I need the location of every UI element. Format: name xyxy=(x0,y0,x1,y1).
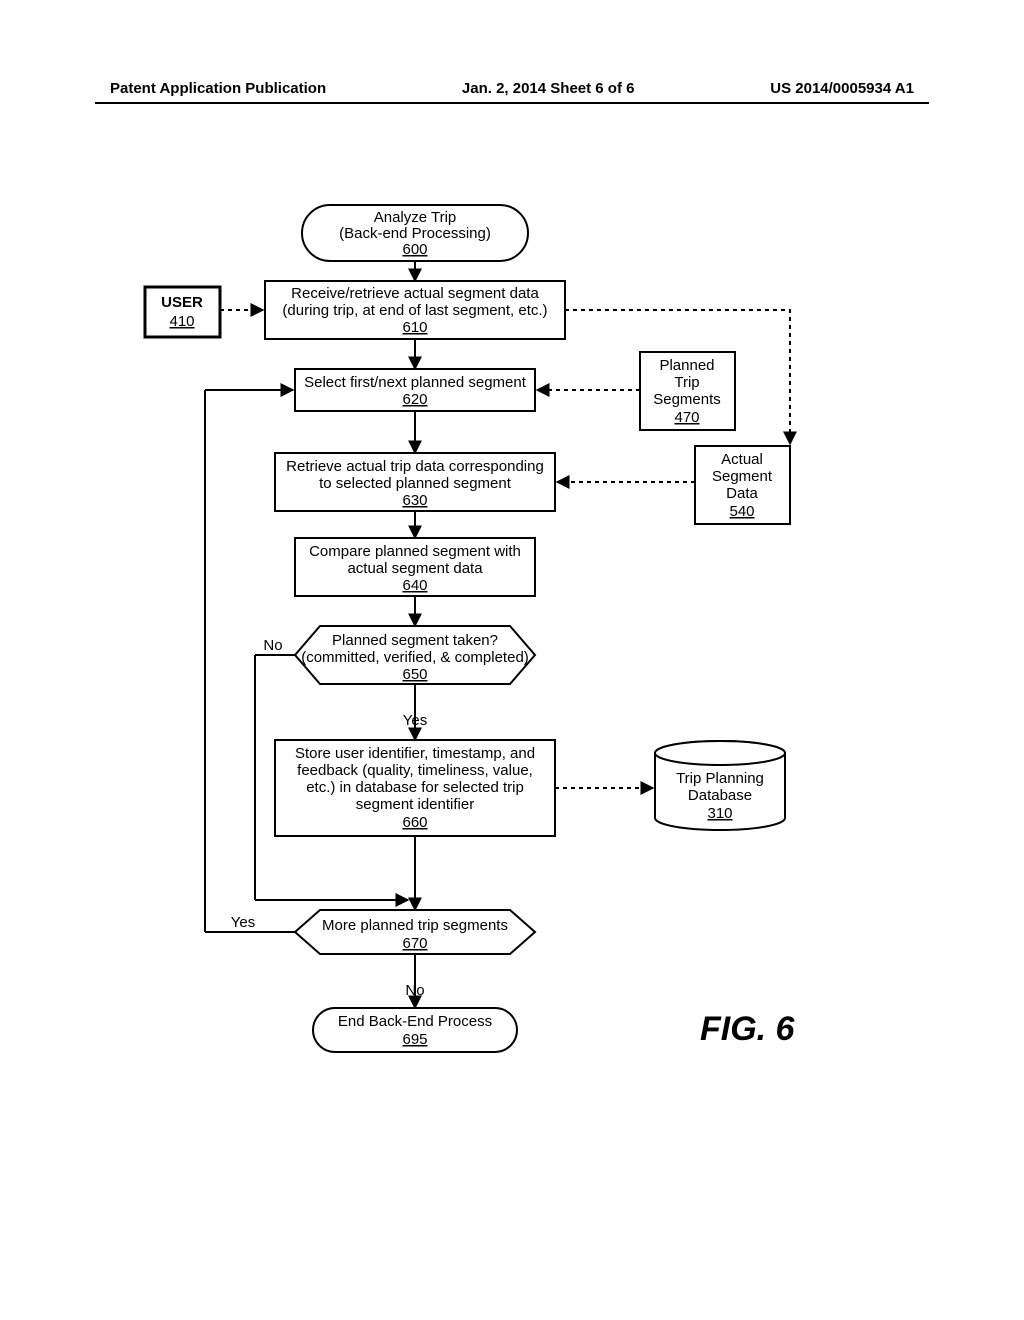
header-rule xyxy=(95,102,929,104)
node-640: Compare planned segment with actual segm… xyxy=(295,538,535,596)
svg-text:Trip Planning: Trip Planning xyxy=(676,770,764,787)
figure-label: FIG. 6 xyxy=(700,1010,796,1048)
svg-text:etc.) in database for selected: etc.) in database for selected trip xyxy=(306,779,524,796)
label-650-no: No xyxy=(263,637,282,654)
header-left: Patent Application Publication xyxy=(110,80,326,97)
node-620: Select first/next planned segment 620 xyxy=(295,369,535,411)
label-650-yes: Yes xyxy=(403,712,427,729)
node-670: More planned trip segments 670 xyxy=(295,910,535,954)
svg-text:310: 310 xyxy=(707,805,732,822)
svg-text:(Back-end Processing): (Back-end Processing) xyxy=(339,225,491,242)
svg-text:Receive/retrieve actual segmen: Receive/retrieve actual segment data xyxy=(291,285,539,302)
svg-text:410: 410 xyxy=(169,313,194,330)
svg-text:Database: Database xyxy=(688,787,752,804)
svg-text:Store user identifier, timesta: Store user identifier, timestamp, and xyxy=(295,745,535,762)
svg-text:540: 540 xyxy=(729,503,754,520)
node-user: USER 410 xyxy=(145,287,220,337)
svg-text:600: 600 xyxy=(402,241,427,258)
svg-text:Actual: Actual xyxy=(721,451,763,468)
node-db: Trip Planning Database 310 xyxy=(655,741,785,830)
svg-text:Retrieve actual trip data corr: Retrieve actual trip data corresponding xyxy=(286,458,544,475)
svg-text:actual segment data: actual segment data xyxy=(347,560,483,577)
svg-text:Compare planned segment with: Compare planned segment with xyxy=(309,543,521,560)
header-right: US 2014/0005934 A1 xyxy=(770,80,914,97)
svg-text:End Back-End Process: End Back-End Process xyxy=(338,1013,492,1030)
svg-text:Select first/next planned segm: Select first/next planned segment xyxy=(304,374,527,391)
node-actual: Actual Segment Data 540 xyxy=(695,446,790,524)
svg-text:Segments: Segments xyxy=(653,391,721,408)
page-header: Patent Application Publication Jan. 2, 2… xyxy=(0,80,1024,97)
header-center: Jan. 2, 2014 Sheet 6 of 6 xyxy=(462,80,635,97)
svg-text:to selected planned segment: to selected planned segment xyxy=(319,475,512,492)
page: Patent Application Publication Jan. 2, 2… xyxy=(0,0,1024,1320)
svg-text:More planned trip segments: More planned trip segments xyxy=(322,917,508,934)
flowchart: Analyze Trip (Back-end Processing) 600 R… xyxy=(0,190,1024,1190)
svg-text:segment identifier: segment identifier xyxy=(356,796,474,813)
svg-text:660: 660 xyxy=(402,814,427,831)
node-planned: Planned Trip Segments 470 xyxy=(640,352,735,430)
svg-text:650: 650 xyxy=(402,666,427,683)
svg-text:670: 670 xyxy=(402,935,427,952)
svg-text:640: 640 xyxy=(402,577,427,594)
svg-text:Analyze Trip: Analyze Trip xyxy=(374,209,457,226)
svg-text:610: 610 xyxy=(402,319,427,336)
svg-text:feedback (quality, timeliness,: feedback (quality, timeliness, value, xyxy=(297,762,533,779)
svg-text:Trip: Trip xyxy=(674,374,699,391)
svg-text:620: 620 xyxy=(402,391,427,408)
node-660: Store user identifier, timestamp, and fe… xyxy=(275,740,555,836)
node-630: Retrieve actual trip data corresponding … xyxy=(275,453,555,511)
svg-text:USER: USER xyxy=(161,294,203,311)
svg-text:470: 470 xyxy=(674,409,699,426)
svg-text:Planned: Planned xyxy=(659,357,714,374)
svg-text:695: 695 xyxy=(402,1031,427,1048)
svg-text:Segment: Segment xyxy=(712,468,773,485)
svg-text:(during trip, at end of last s: (during trip, at end of last segment, et… xyxy=(282,302,547,319)
label-670-yes: Yes xyxy=(231,914,255,931)
svg-text:(committed, verified, & comple: (committed, verified, & completed) xyxy=(301,649,529,666)
svg-text:Planned segment taken?: Planned segment taken? xyxy=(332,632,498,649)
node-600: Analyze Trip (Back-end Processing) 600 xyxy=(302,205,528,261)
node-695: End Back-End Process 695 xyxy=(313,1008,517,1052)
svg-text:630: 630 xyxy=(402,492,427,509)
node-610: Receive/retrieve actual segment data (du… xyxy=(265,281,565,339)
label-670-no: No xyxy=(405,982,424,999)
node-650: Planned segment taken? (committed, verif… xyxy=(295,626,535,684)
svg-text:Data: Data xyxy=(726,485,758,502)
